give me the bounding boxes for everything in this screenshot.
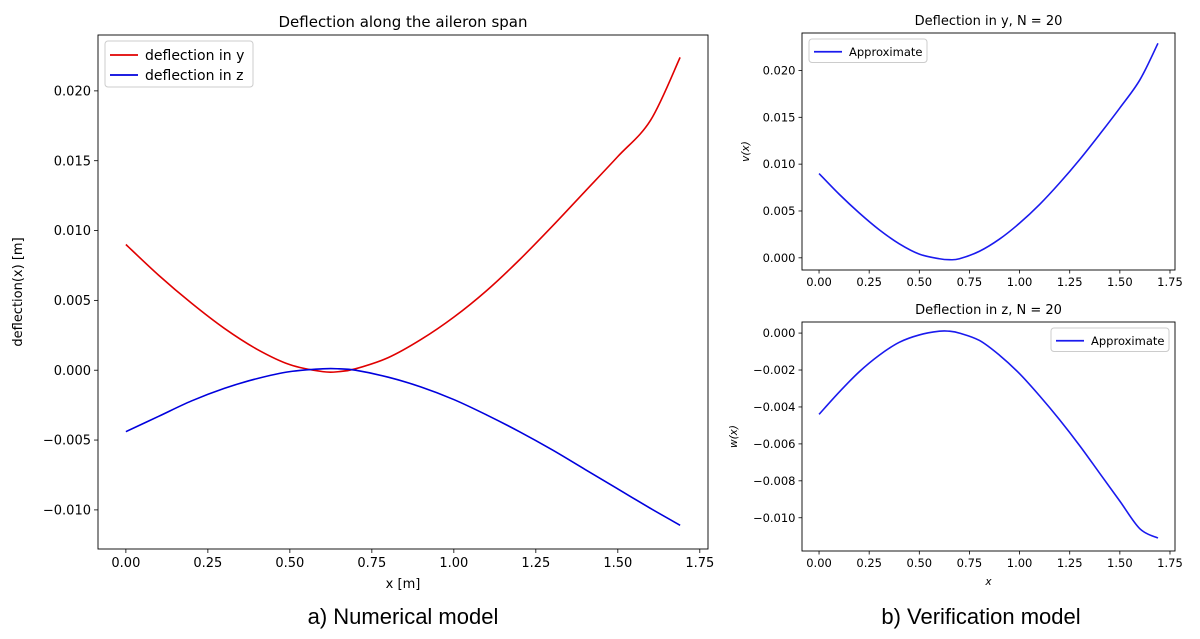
y-tick-label: −0.006	[753, 437, 796, 451]
chart-title: Deflection along the aileron span	[278, 13, 527, 31]
y-tick-label: 0.020	[54, 84, 91, 99]
x-tick-label: 1.25	[1057, 275, 1083, 289]
x-tick-label: 1.50	[1107, 275, 1133, 289]
chart-title: Deflection in z, N = 20	[915, 303, 1062, 318]
x-tick-label: 1.75	[685, 556, 714, 571]
x-tick-label: 1.25	[1057, 556, 1083, 570]
y-tick-label: 0.000	[763, 326, 796, 340]
x-tick-label: 0.50	[275, 556, 304, 571]
legend: Approximate	[808, 38, 928, 63]
chart-2: Deflection in y, N = 20 0.00 0.25 0.50 0.75 1…	[740, 14, 1183, 289]
plot-frame	[801, 32, 1176, 271]
caption-numerical-model: a) Numerical model	[307, 604, 499, 629]
x-tick-label: 0.00	[111, 556, 140, 571]
legend-label: deflection in y	[145, 48, 244, 64]
x-tick-label: 1.75	[1157, 275, 1183, 289]
x-tick-label: 1.75	[1157, 556, 1183, 570]
y-tick-label: 0.010	[763, 157, 796, 171]
x-tick-label: 0.50	[907, 556, 933, 570]
x-tick-label: 1.50	[1107, 556, 1133, 570]
x-tick-label: 0.25	[856, 275, 882, 289]
y-tick-label: −0.010	[753, 511, 796, 525]
y-tick-label: 0.010	[54, 224, 91, 239]
y-axis-label: deflection(x) [m]	[11, 237, 26, 346]
y-tick-label: 0.000	[54, 364, 91, 379]
legend: Approximate	[1050, 327, 1170, 352]
plot-frame	[801, 321, 1176, 552]
legend-label: Approximate	[849, 45, 922, 59]
legend-label: Approximate	[1091, 334, 1164, 348]
x-tick-label: 1.00	[439, 556, 468, 571]
y-tick-label: 0.000	[763, 251, 796, 265]
x-tick-label: 0.75	[957, 556, 983, 570]
x-tick-label: 0.25	[193, 556, 222, 571]
x-tick-label: 1.00	[1007, 556, 1033, 570]
series-line-1	[818, 330, 1159, 539]
y-tick-label: 0.015	[54, 154, 91, 169]
x-tick-label: 0.00	[806, 275, 832, 289]
x-tick-label: 0.25	[856, 556, 882, 570]
x-tick-label: 1.25	[521, 556, 550, 571]
y-axis-label: w(x)	[728, 425, 740, 448]
series-line-1	[818, 42, 1159, 261]
x-tick-label: 0.00	[806, 556, 832, 570]
y-tick-label: 0.020	[763, 63, 796, 77]
x-tick-label: 0.50	[907, 275, 933, 289]
x-tick-label: 0.75	[957, 275, 983, 289]
y-tick-label: −0.002	[753, 363, 796, 377]
y-tick-label: −0.005	[43, 434, 91, 449]
series-line-1	[125, 57, 681, 374]
y-tick-label: −0.010	[43, 503, 91, 518]
y-tick-label: 0.005	[54, 294, 91, 309]
chart-3: Deflection in z, N = 20 0.00 0.25 0.50 0.75 1…	[728, 303, 1183, 588]
x-axis-label: x [m]	[386, 577, 421, 592]
y-tick-label: 0.015	[763, 110, 796, 124]
x-tick-label: 1.50	[603, 556, 632, 571]
caption-verification-model: b) Verification model	[881, 604, 1081, 629]
legend-label: deflection in z	[145, 68, 243, 84]
chart-1: Deflection along the aileron span 0.00 0.2…	[11, 13, 714, 592]
chart-title: Deflection in y, N = 20	[915, 14, 1063, 29]
y-tick-label: −0.004	[753, 400, 796, 414]
series-line-2	[125, 367, 681, 526]
plot-frame	[97, 34, 709, 550]
x-axis-label: x	[984, 576, 992, 588]
x-tick-label: 1.00	[1007, 275, 1033, 289]
legend-box	[808, 38, 928, 63]
x-tick-label: 0.75	[357, 556, 386, 571]
y-axis-label: v(x)	[740, 141, 752, 162]
legend: deflection in y deflection in z	[104, 40, 254, 88]
legend-box	[1050, 327, 1170, 352]
legend-box	[104, 40, 254, 88]
y-tick-label: 0.005	[763, 204, 796, 218]
y-tick-label: −0.008	[753, 474, 796, 488]
